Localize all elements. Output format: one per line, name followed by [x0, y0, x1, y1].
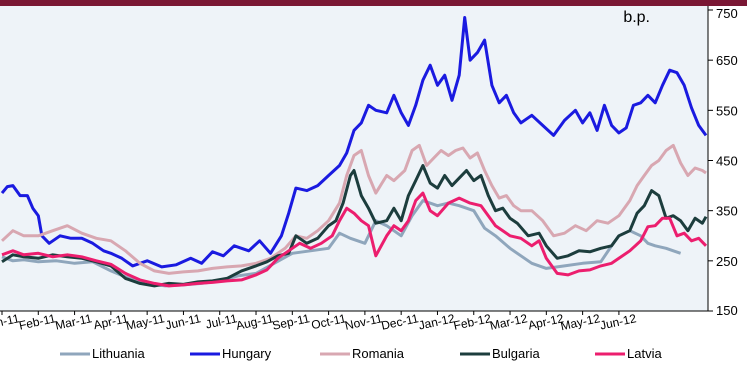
x-tick-label: May-12	[559, 311, 601, 333]
series-line-hungary	[0, 16, 708, 269]
x-tick-label: Feb-11	[18, 311, 58, 332]
y-tick-label: 550	[716, 103, 738, 118]
x-tick-label: Dec-11	[380, 311, 420, 333]
series-lines	[0, 16, 708, 288]
y-tick-label: 350	[716, 204, 738, 219]
x-tick-label: Sep-11	[271, 311, 311, 333]
legend-label-bulgaria: Bulgaria	[492, 346, 540, 361]
y-unit-label: b.p.	[623, 9, 650, 26]
x-tick-label: Aug-11	[235, 311, 275, 333]
legend-label-romania: Romania	[352, 346, 405, 361]
series-line-lithuania	[1, 199, 682, 288]
y-axis-ticks: 150 250 350 450 550 650 750	[708, 6, 738, 318]
top-accent-bar	[0, 0, 747, 6]
x-tick-label: Mar-11	[54, 311, 94, 332]
y-tick-label: 650	[716, 53, 738, 68]
legend-label-latvia: Latvia	[627, 346, 662, 361]
legend: Lithuania Hungary Romania Bulgaria Latvia	[60, 346, 662, 361]
x-tick-label: Jan-12	[417, 311, 456, 332]
x-tick-label: Jun-12	[599, 311, 638, 332]
x-tick-label: Jul-11	[204, 311, 238, 331]
x-tick-label: Nov-11	[344, 311, 384, 333]
series-line-romania	[0, 143, 707, 275]
legend-label-lithuania: Lithuania	[92, 346, 146, 361]
x-tick-label: Jun-11	[164, 311, 202, 332]
series-line-latvia	[1, 191, 708, 288]
x-tick-label: Mar-12	[489, 311, 529, 333]
y-tick-label: 150	[716, 303, 738, 318]
x-tick-label: Oct-11	[310, 311, 348, 332]
series-line-bulgaria	[1, 164, 708, 288]
y-tick-label: 450	[716, 154, 738, 169]
y-tick-label: 250	[716, 254, 738, 269]
y-tick-label: 750	[716, 6, 738, 21]
x-tick-label: May-11	[125, 311, 166, 333]
legend-label-hungary: Hungary	[222, 346, 272, 361]
x-tick-label: Feb-12	[452, 311, 492, 333]
